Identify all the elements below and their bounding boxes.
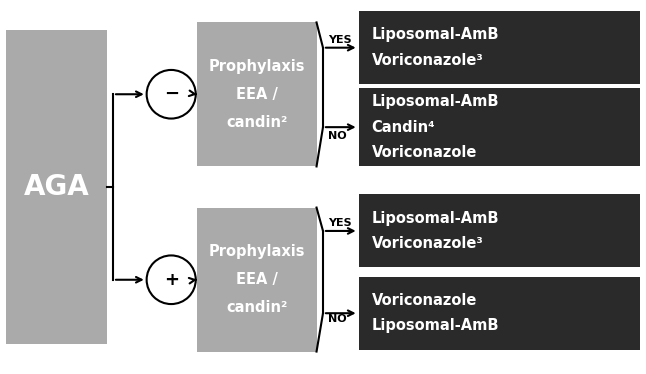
Text: EEA /: EEA / <box>236 87 278 102</box>
Text: candin²: candin² <box>226 300 287 315</box>
Text: YES: YES <box>328 218 352 227</box>
Text: +: + <box>163 271 179 289</box>
Bar <box>197 208 317 352</box>
Text: −: − <box>163 85 179 103</box>
Text: Voriconazole: Voriconazole <box>371 293 477 308</box>
Text: Voriconazole³: Voriconazole³ <box>371 236 483 251</box>
Text: Prophylaxis: Prophylaxis <box>209 59 305 74</box>
Text: EEA /: EEA / <box>236 272 278 287</box>
Text: Liposomal-AmB: Liposomal-AmB <box>371 318 499 334</box>
Text: candin²: candin² <box>226 115 287 130</box>
Ellipse shape <box>147 70 196 119</box>
Text: Liposomal-AmB: Liposomal-AmB <box>371 27 499 43</box>
Ellipse shape <box>147 255 196 304</box>
Text: NO: NO <box>328 314 347 324</box>
Bar <box>359 88 640 166</box>
Text: YES: YES <box>328 35 352 45</box>
Bar <box>359 11 640 84</box>
Bar <box>6 30 107 344</box>
Text: Prophylaxis: Prophylaxis <box>209 244 305 259</box>
Text: AGA: AGA <box>24 173 89 201</box>
Text: Liposomal-AmB: Liposomal-AmB <box>371 211 499 226</box>
Text: Candin⁴: Candin⁴ <box>371 120 435 135</box>
Text: Liposomal-AmB: Liposomal-AmB <box>371 94 499 109</box>
Text: NO: NO <box>328 131 347 141</box>
Bar <box>359 277 640 350</box>
Bar <box>359 194 640 267</box>
Text: Voriconazole: Voriconazole <box>371 145 477 160</box>
Text: Voriconazole³: Voriconazole³ <box>371 53 483 68</box>
Bar <box>197 22 317 166</box>
